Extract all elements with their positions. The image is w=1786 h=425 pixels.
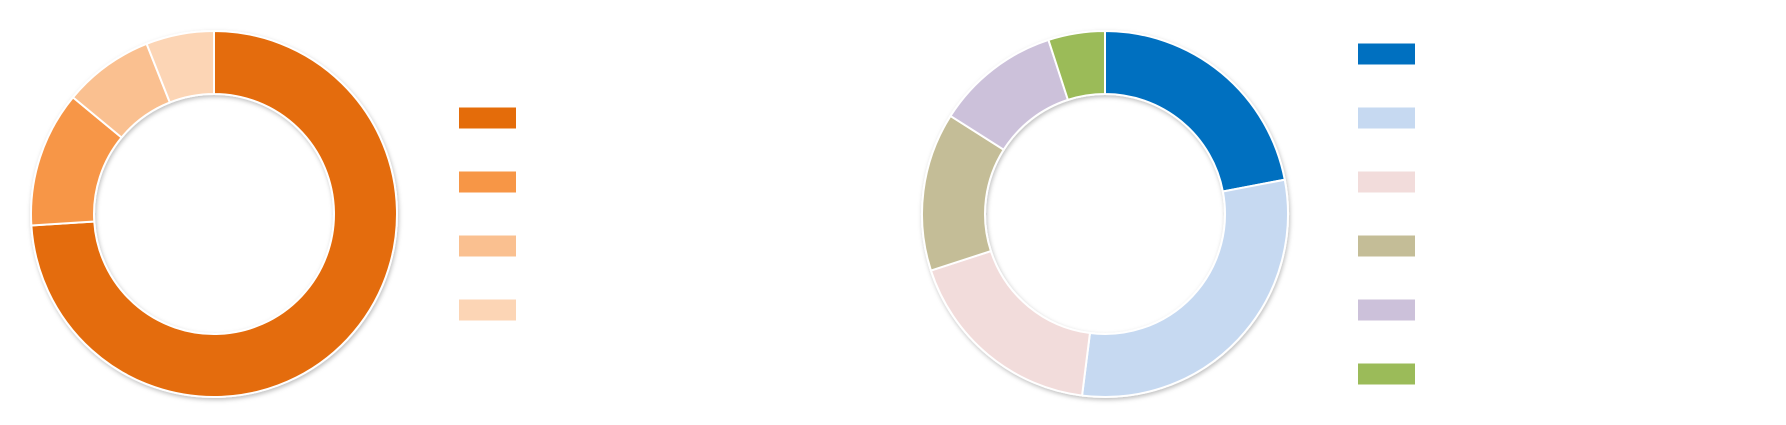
donut-chart <box>30 29 398 398</box>
legend-swatch <box>1358 235 1415 257</box>
donut-slice <box>1080 178 1289 398</box>
legend-swatch <box>1358 363 1415 385</box>
legend-swatch <box>459 171 516 193</box>
donut-slice <box>30 29 398 398</box>
donut-slice <box>145 29 215 104</box>
donut-chart <box>921 29 1289 398</box>
legend-swatch <box>459 299 516 321</box>
legend-swatch <box>459 107 516 129</box>
donut-slice <box>1047 29 1106 102</box>
legend-swatch <box>1358 107 1415 129</box>
legend-swatch <box>1358 43 1415 65</box>
legend-swatch <box>1358 299 1415 321</box>
legend-swatch <box>459 235 516 257</box>
legend-swatch <box>1358 171 1415 193</box>
donut-slice <box>1104 29 1286 193</box>
donut-slice <box>929 249 1092 397</box>
